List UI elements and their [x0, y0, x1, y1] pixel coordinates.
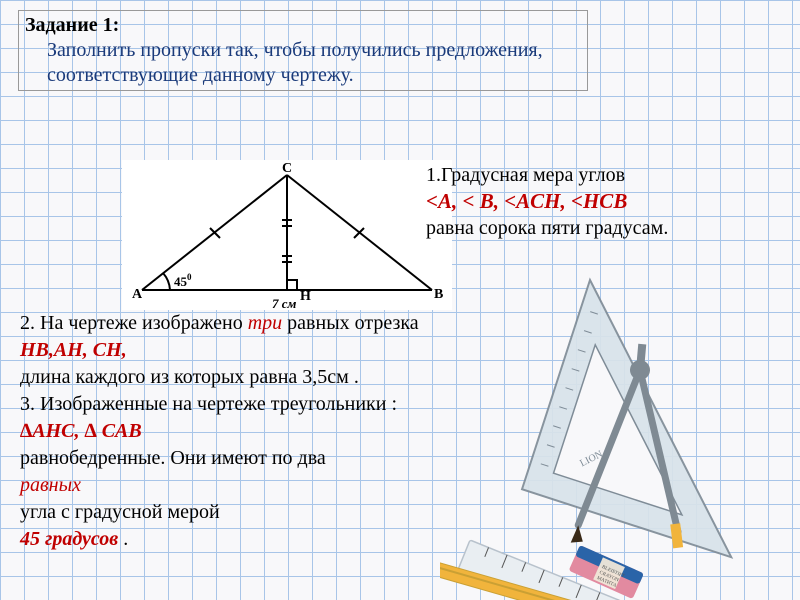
q1-answer: <A, < B, <ACH, <HCB — [426, 188, 736, 215]
svg-text:LION: LION — [578, 449, 604, 470]
q2-tail: длина каждого из которых равна 3,5см . — [20, 364, 580, 391]
q1-lead: 1.Градусная мера углов — [426, 162, 736, 188]
q3-mid: равнобедренные. Они имеют по два — [20, 445, 580, 472]
right-angle-mark — [287, 280, 297, 290]
questions-2-3-block: 2. На чертеже изображено три равных отре… — [20, 310, 580, 553]
q3-answer2: равных — [20, 472, 580, 499]
label-A: A — [132, 287, 143, 302]
angle-45-label: 450 — [174, 272, 192, 289]
task-header-box: Задание 1: Заполнить пропуски так, чтобы… — [18, 10, 588, 91]
q3-answer: ∆AHC, ∆ CAB — [20, 418, 580, 445]
task-instruction: Заполнить пропуски так, чтобы получились… — [25, 38, 581, 88]
label-H: H — [300, 289, 311, 304]
q2-lead: 2. На чертеже изображено три равных отре… — [20, 310, 580, 337]
svg-text:МАТИТА: МАТИТА — [596, 576, 617, 589]
q2-inline-answer: три — [248, 312, 282, 334]
q3-final-line: 45 градусов . — [20, 526, 580, 553]
q2-lead-a: 2. На чертеже изображено — [20, 312, 248, 334]
q1-tail: равна сорока пяти градусам. — [426, 215, 736, 241]
pencil-icon — [440, 555, 694, 600]
q2-answer: HB,AH, CH, — [20, 337, 580, 364]
triangle-diagram: A B C H 450 7 см — [122, 160, 452, 310]
q3-mid2: угла с градусной мерой — [20, 499, 580, 526]
svg-text:BLEISTIFT: BLEISTIFT — [601, 565, 625, 580]
label-C: C — [282, 161, 292, 176]
question-1-block: 1.Градусная мера углов <A, < B, <ACH, <H… — [426, 162, 736, 241]
svg-text:CRAYON: CRAYON — [598, 570, 619, 583]
q3-answer3: 45 градусов — [20, 528, 118, 550]
angle-A-arc — [163, 273, 170, 290]
label-B: B — [434, 287, 443, 302]
eraser-icon: BLEISTIFT CRAYON МАТИТА — [569, 545, 644, 599]
base-length-label: 7 см — [272, 296, 297, 310]
q3-lead: 3. Изображенные на чертеже треугольники … — [20, 391, 580, 418]
task-title: Задание 1: — [25, 13, 581, 38]
compass-icon — [571, 339, 701, 552]
triangle-svg: A B C H 450 7 см — [122, 160, 452, 310]
q3-tail: . — [118, 528, 128, 550]
q2-lead-c: равных отрезка — [282, 312, 419, 334]
